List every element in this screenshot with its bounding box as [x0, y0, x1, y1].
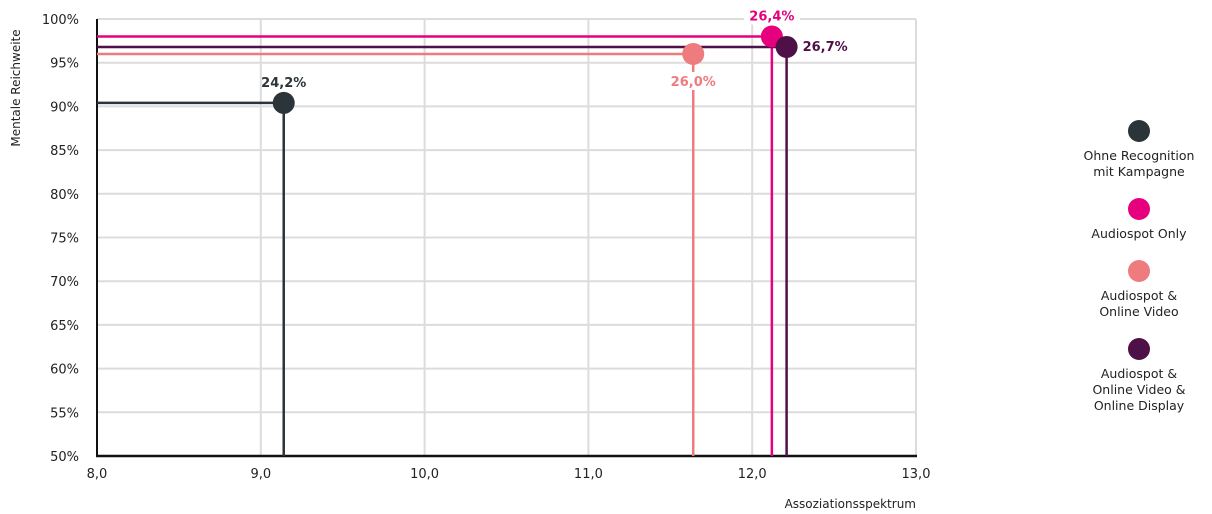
y-tick-label: 65% — [50, 319, 79, 334]
legend-marker — [1128, 198, 1150, 220]
data-label-bg — [743, 6, 800, 25]
y-tick-label: 100% — [42, 13, 79, 28]
y-tick-label: 80% — [50, 188, 79, 203]
y-tick-label: 70% — [50, 275, 79, 290]
legend-label: Audiospot & Online Video — [1099, 288, 1179, 319]
data-point — [272, 91, 295, 114]
data-label: 26,4% — [749, 9, 794, 24]
data-points — [272, 25, 798, 114]
x-tick-label: 12,0 — [738, 467, 767, 482]
y-tick-label: 75% — [50, 232, 79, 247]
legend-label: Audiospot Only — [1091, 226, 1187, 241]
y-tick-label: 95% — [50, 57, 79, 72]
x-tick-label: 10,0 — [410, 467, 439, 482]
y-axis-label: Mentale Reichweite — [9, 29, 23, 146]
x-tick-label: 9,0 — [250, 467, 271, 482]
data-point — [775, 35, 798, 58]
legend-item: Audiospot & Online Video — [1064, 260, 1212, 320]
x-axis-label: Assoziationsspektrum — [785, 497, 916, 511]
legend-marker — [1128, 338, 1150, 360]
legend-marker — [1128, 260, 1150, 282]
ticks: 50% 55% 60% 65% 70% 75% 80% 85% 90% 95% 100% 8,0 9,0… — [42, 13, 931, 482]
legend-marker — [1128, 120, 1150, 142]
y-tick-label: 50% — [50, 450, 79, 465]
grid — [96, 18, 917, 458]
y-tick-label: 55% — [50, 406, 79, 421]
data-label: 26,7% — [803, 40, 848, 55]
data-point — [682, 42, 705, 65]
y-tick-label: 85% — [50, 144, 79, 159]
x-tick-label: 13,0 — [902, 467, 931, 482]
data-label: 24,2% — [261, 76, 306, 91]
data-label-bg — [665, 71, 722, 90]
legend: Ohne Recognition mit Kampagne Audiospot O… — [1064, 120, 1212, 432]
data-labels: 24,2% 26,4% 26,0% 26,7% — [261, 6, 848, 91]
legend-label: Audiospot & Online Video & Online Displa… — [1092, 366, 1186, 413]
legend-item: Audiospot Only — [1064, 198, 1212, 242]
guide-lines — [97, 35, 788, 456]
legend-item: Audiospot & Online Video & Online Displa… — [1064, 338, 1212, 414]
y-tick-label: 60% — [50, 363, 79, 378]
x-tick-label: 11,0 — [574, 467, 603, 482]
data-label: 26,0% — [671, 75, 716, 90]
legend-label: Ohne Recognition mit Kampagne — [1083, 148, 1195, 179]
legend-item: Ohne Recognition mit Kampagne — [1064, 120, 1212, 180]
y-tick-label: 90% — [50, 100, 79, 115]
x-tick-label: 8,0 — [87, 467, 108, 482]
